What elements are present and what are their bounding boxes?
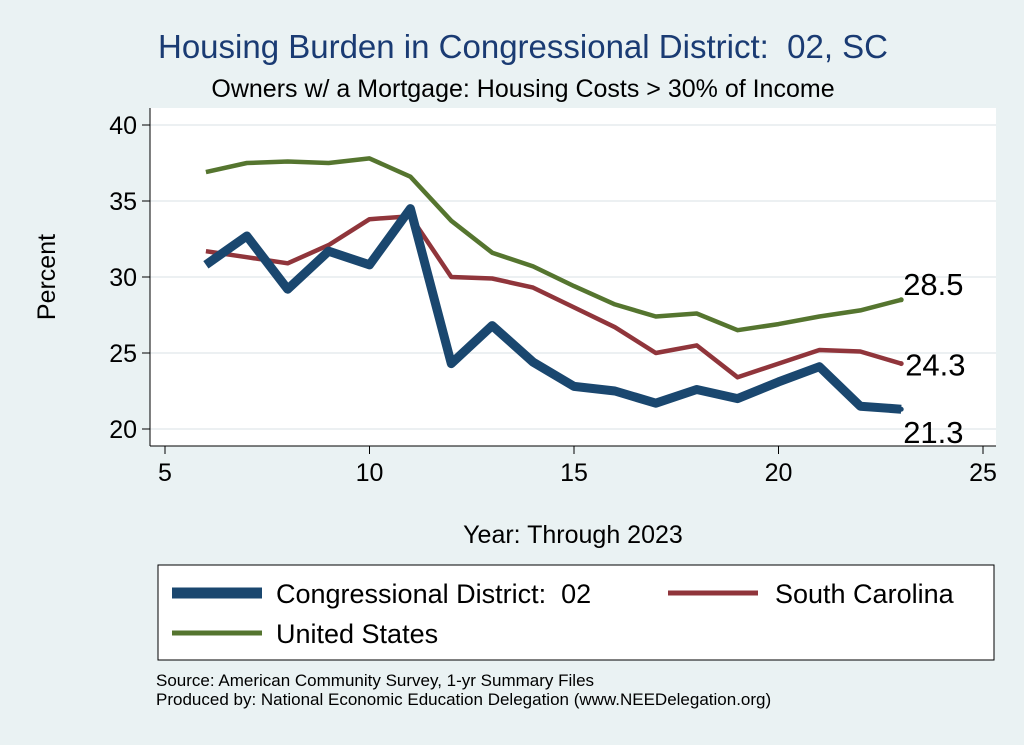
end-marker-2 [898, 297, 904, 303]
end-labels: 21.3 24.3 28.5 [898, 267, 966, 450]
end-label-1: 24.3 [905, 348, 965, 383]
legend: Congressional District: 02 South Carolin… [157, 564, 995, 661]
x-tick-label: 15 [560, 459, 588, 487]
chart-title: Housing Burden in Congressional District… [157, 28, 888, 65]
y-tick-label: 20 [109, 416, 137, 444]
series-lines [203, 156, 902, 414]
x-tick-label: 10 [356, 459, 384, 487]
end-marker-0 [898, 406, 904, 412]
series-line-2 [205, 156, 902, 333]
grid [150, 124, 996, 430]
legend-box [157, 564, 995, 661]
source-line: Source: American Community Survey, 1-yr … [156, 671, 595, 690]
series-line-0 [203, 204, 902, 414]
legend-label-state: South Carolina [775, 579, 955, 609]
x-axis-label: Year: Through 2023 [463, 521, 683, 549]
legend-label-district: Congressional District: 02 [276, 579, 591, 609]
x-tick-label: 5 [158, 459, 172, 487]
end-label-2: 28.5 [903, 267, 963, 302]
end-marker-1 [898, 361, 904, 367]
producer-line: Produced by: National Economic Education… [156, 690, 772, 709]
axes: 20 25 30 35 40 5 10 15 20 25 [109, 108, 997, 487]
x-tick-label: 25 [969, 459, 997, 487]
legend-label-us: United States [276, 619, 438, 649]
chart-subtitle: Owners w/ a Mortgage: Housing Costs > 30… [211, 75, 835, 103]
y-axis-label: Percent [33, 234, 61, 320]
x-tick-label: 20 [765, 459, 793, 487]
y-tick-label: 40 [109, 112, 137, 140]
y-tick-label: 30 [109, 264, 137, 292]
y-tick-label: 35 [109, 188, 137, 216]
series-line-1 [205, 213, 902, 380]
y-tick-label: 25 [109, 340, 137, 368]
end-label-0: 21.3 [903, 415, 963, 450]
